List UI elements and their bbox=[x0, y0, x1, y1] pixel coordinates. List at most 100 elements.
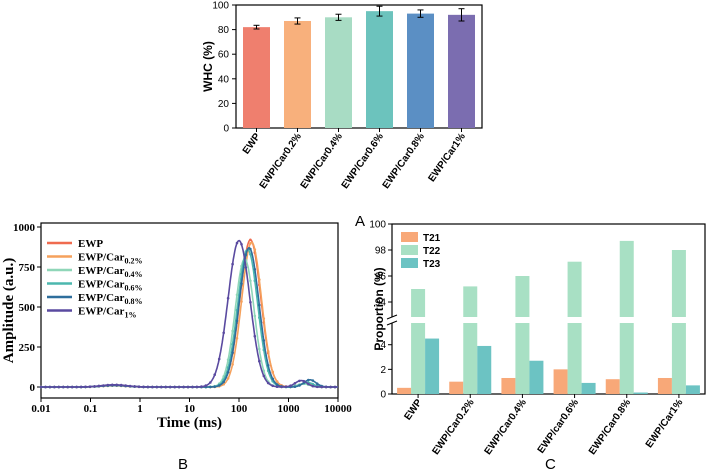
series-marker bbox=[258, 278, 261, 281]
series-marker bbox=[315, 385, 319, 389]
x-tick-label: EWP/Car0.2% bbox=[430, 397, 476, 457]
series-marker bbox=[235, 293, 239, 297]
series-marker bbox=[48, 385, 52, 389]
series-marker bbox=[249, 247, 252, 251]
series-marker bbox=[93, 385, 96, 388]
series-marker bbox=[106, 383, 110, 387]
series-marker bbox=[266, 364, 270, 367]
series-marker bbox=[217, 384, 221, 387]
bar bbox=[448, 14, 475, 129]
x-tick-label: EWP/Car0.4% bbox=[483, 397, 529, 457]
bar bbox=[633, 392, 648, 394]
series-marker bbox=[195, 385, 199, 389]
series-marker bbox=[249, 238, 252, 242]
y-tick-label: 250 bbox=[19, 342, 36, 354]
legend-label: EWP/Car0.6% bbox=[78, 279, 142, 293]
x-tick-label: 100 bbox=[231, 403, 248, 415]
y-tick-label: 100 bbox=[212, 1, 229, 12]
bar bbox=[397, 387, 412, 394]
bar bbox=[243, 27, 270, 128]
x-tick-label: EWP/Car0.6% bbox=[340, 131, 386, 191]
series-marker bbox=[231, 262, 234, 266]
x-tick-label: EWP bbox=[402, 397, 424, 422]
series-marker bbox=[333, 385, 337, 389]
series-marker bbox=[173, 385, 176, 389]
series-marker bbox=[231, 363, 234, 366]
legend-swatch bbox=[401, 258, 418, 268]
series-marker bbox=[222, 380, 225, 384]
panel-label-b: B bbox=[178, 456, 188, 473]
series-marker bbox=[44, 385, 47, 389]
legend-label: EWP/Car0.4% bbox=[78, 265, 142, 279]
series-marker bbox=[262, 317, 266, 320]
series-marker bbox=[177, 385, 181, 389]
y-tick-label: 1000 bbox=[13, 222, 36, 234]
series-marker bbox=[271, 370, 275, 374]
y-tick-label: 2 bbox=[380, 365, 386, 376]
series-marker bbox=[79, 385, 83, 389]
series-marker bbox=[293, 385, 297, 389]
series-marker bbox=[213, 373, 216, 377]
series-marker bbox=[249, 279, 252, 283]
series-marker bbox=[262, 369, 266, 373]
series-marker bbox=[164, 385, 167, 389]
series-marker bbox=[213, 385, 216, 389]
series-marker bbox=[324, 385, 328, 389]
bar bbox=[657, 377, 672, 394]
x-tick-label: EWP/Car0.2% bbox=[258, 131, 304, 191]
x-tick-label: EWP/Car1% bbox=[644, 397, 686, 450]
panel-label-c: C bbox=[545, 456, 556, 473]
y-tick-label: 80 bbox=[218, 25, 230, 36]
y-tick-label: 4 bbox=[380, 340, 386, 351]
series-marker bbox=[209, 381, 212, 384]
series-marker bbox=[253, 248, 257, 251]
series-marker bbox=[275, 383, 279, 386]
series-marker bbox=[293, 382, 297, 385]
series-marker bbox=[262, 374, 266, 378]
series-marker bbox=[302, 379, 306, 383]
series-marker bbox=[315, 382, 319, 386]
x-tick-label: EWP/car0.6% bbox=[536, 397, 581, 455]
series-marker bbox=[128, 384, 132, 388]
series-marker bbox=[204, 384, 208, 387]
series-marker bbox=[311, 382, 315, 386]
plot-frame bbox=[391, 223, 706, 395]
series-marker bbox=[186, 385, 190, 389]
series-marker bbox=[253, 314, 257, 318]
legend-label: EWP bbox=[78, 238, 103, 250]
bar bbox=[685, 385, 700, 394]
axis-break-mark bbox=[386, 314, 398, 320]
bar bbox=[567, 261, 582, 394]
x-tick-label: 1 bbox=[137, 403, 143, 415]
series-marker bbox=[320, 385, 324, 389]
series-marker bbox=[307, 382, 310, 386]
series-marker bbox=[240, 300, 243, 303]
bar bbox=[425, 338, 440, 394]
series-marker bbox=[231, 329, 234, 333]
bar bbox=[407, 13, 434, 128]
legend-label: EWP/Car1% bbox=[78, 306, 136, 320]
series-marker bbox=[97, 384, 101, 388]
axis-break-gap bbox=[393, 317, 704, 323]
series-marker bbox=[209, 385, 212, 389]
y-tick-label: 0 bbox=[30, 382, 36, 394]
series-marker bbox=[146, 385, 150, 389]
x-tick-label: 0.01 bbox=[31, 403, 50, 415]
bar bbox=[605, 379, 620, 394]
series-marker bbox=[226, 371, 230, 374]
bar bbox=[581, 382, 596, 394]
x-tick-label: EWP/Car0.8% bbox=[381, 131, 427, 191]
series-marker bbox=[258, 303, 261, 307]
series-marker bbox=[222, 331, 225, 335]
series-marker bbox=[119, 383, 123, 387]
series-marker bbox=[160, 385, 163, 389]
series-marker bbox=[168, 385, 172, 389]
series-marker bbox=[102, 384, 105, 387]
series-marker bbox=[262, 339, 266, 342]
axis-break-mark bbox=[386, 320, 398, 326]
series-marker bbox=[280, 385, 283, 389]
series-marker bbox=[307, 378, 310, 382]
series-marker bbox=[271, 384, 275, 388]
y-tick-label: 500 bbox=[19, 302, 36, 314]
